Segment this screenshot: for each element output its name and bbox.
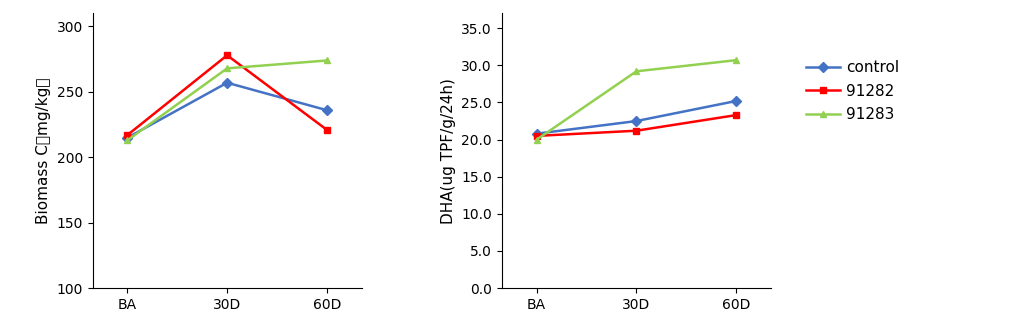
control: [530, 132, 543, 136]
91283: [530, 138, 543, 142]
Line: 91283: 91283: [124, 57, 330, 144]
91283: [321, 59, 333, 63]
91282: [630, 129, 642, 133]
control: [321, 108, 333, 112]
control: [221, 81, 233, 85]
control: [121, 136, 134, 140]
91283: [121, 138, 134, 142]
control: [730, 99, 742, 103]
Line: control: control: [124, 79, 330, 141]
91283: [221, 66, 233, 70]
Line: 91282: 91282: [124, 52, 330, 139]
Legend: control, 91282, 91283: control, 91282, 91283: [800, 54, 906, 128]
91283: [630, 69, 642, 73]
91282: [530, 134, 543, 138]
91282: [321, 128, 333, 132]
91283: [730, 58, 742, 62]
Line: 91282: 91282: [534, 112, 739, 139]
Y-axis label: DHA(ug TPF/g/24h): DHA(ug TPF/g/24h): [441, 78, 455, 224]
control: [630, 119, 642, 123]
Line: control: control: [534, 97, 739, 137]
91282: [121, 133, 134, 137]
91282: [221, 53, 233, 57]
91282: [730, 113, 742, 117]
Line: 91283: 91283: [534, 57, 739, 143]
Y-axis label: Biomass C（mg/kg）: Biomass C（mg/kg）: [36, 77, 50, 224]
